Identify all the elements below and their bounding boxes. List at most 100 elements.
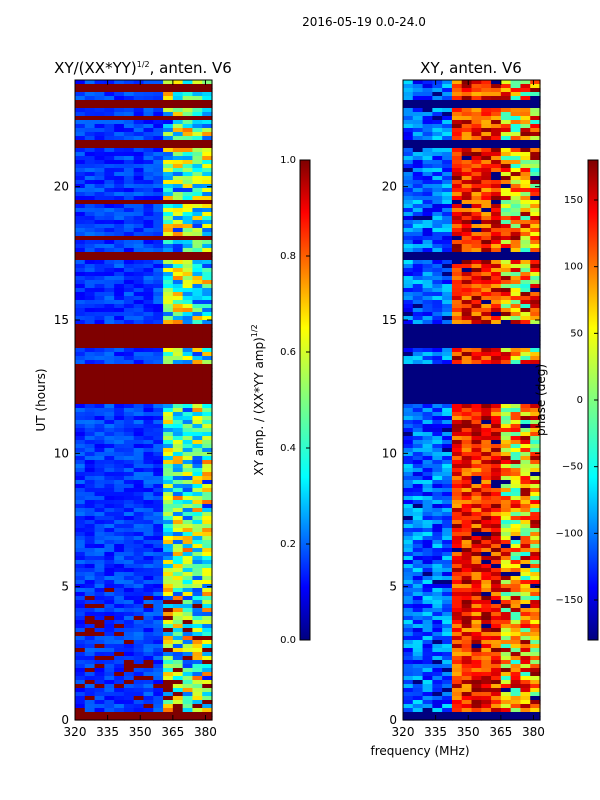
heatmap-cell bbox=[172, 560, 184, 565]
heatmap-cell bbox=[133, 128, 145, 133]
heatmap-cell bbox=[412, 340, 424, 345]
heatmap-cell bbox=[471, 664, 482, 669]
heatmap-cell bbox=[530, 468, 541, 473]
heatmap-cell bbox=[461, 520, 473, 525]
heatmap-cell bbox=[133, 464, 145, 469]
heatmap-cell bbox=[451, 656, 463, 661]
heatmap-cell bbox=[471, 560, 482, 565]
heatmap-cell bbox=[432, 404, 443, 409]
heatmap-cell bbox=[84, 420, 96, 425]
heatmap-cell bbox=[471, 268, 482, 273]
colorbar-tick-label: 0.6 bbox=[280, 347, 296, 358]
heatmap-cell bbox=[500, 388, 512, 393]
heatmap-cell bbox=[530, 436, 541, 441]
heatmap-cell bbox=[75, 236, 86, 241]
heatmap-cell bbox=[461, 248, 473, 253]
heatmap-cell bbox=[510, 112, 522, 117]
heatmap-cell bbox=[500, 260, 512, 265]
heatmap-cell bbox=[182, 624, 194, 629]
heatmap-cell bbox=[104, 360, 115, 365]
heatmap-cell bbox=[192, 84, 203, 89]
heatmap-cell bbox=[491, 92, 502, 97]
heatmap-cell bbox=[94, 648, 105, 653]
heatmap-cell bbox=[192, 712, 203, 717]
heatmap-cell bbox=[432, 140, 443, 145]
heatmap-cell bbox=[172, 108, 184, 113]
heatmap-cell bbox=[133, 244, 145, 249]
heatmap-cell bbox=[422, 360, 433, 365]
heatmap-cell bbox=[520, 336, 531, 341]
heatmap-cell bbox=[163, 296, 174, 301]
heatmap-cell bbox=[412, 304, 424, 309]
heatmap-cell bbox=[520, 352, 531, 357]
heatmap-cell bbox=[520, 640, 531, 645]
heatmap-cell bbox=[500, 392, 512, 397]
heatmap-cell bbox=[172, 660, 184, 665]
heatmap-cell bbox=[143, 512, 154, 517]
heatmap-cell bbox=[153, 268, 164, 273]
heatmap-cell bbox=[510, 364, 522, 369]
heatmap-cell bbox=[172, 628, 184, 633]
heatmap-cell bbox=[491, 504, 502, 509]
heatmap-cell bbox=[422, 464, 433, 469]
heatmap-cell bbox=[123, 468, 135, 473]
heatmap-cell bbox=[153, 656, 164, 661]
heatmap-cell bbox=[510, 680, 522, 685]
heatmap-cell bbox=[202, 272, 213, 277]
heatmap-cell bbox=[481, 524, 492, 529]
heatmap-cell bbox=[192, 432, 203, 437]
heatmap-cell bbox=[491, 488, 502, 493]
heatmap-cell bbox=[182, 80, 194, 85]
heatmap-cell bbox=[84, 472, 96, 477]
heatmap-cell bbox=[530, 492, 541, 497]
heatmap-cell bbox=[510, 540, 522, 545]
heatmap-cell bbox=[432, 584, 443, 589]
heatmap-cell bbox=[192, 328, 203, 333]
heatmap-cell bbox=[510, 448, 522, 453]
heatmap-cell bbox=[75, 308, 86, 313]
heatmap-cell bbox=[442, 404, 453, 409]
heatmap-cell bbox=[84, 428, 96, 433]
heatmap-cell bbox=[94, 324, 105, 329]
amplitude-colorbar-gradient bbox=[299, 159, 311, 641]
heatmap-cell bbox=[461, 580, 473, 585]
heatmap-cell bbox=[153, 180, 164, 185]
heatmap-cell bbox=[94, 348, 105, 353]
heatmap-cell bbox=[451, 228, 463, 233]
heatmap-cell bbox=[500, 512, 512, 517]
heatmap-cell bbox=[114, 156, 125, 161]
heatmap-cell bbox=[202, 168, 213, 173]
heatmap-cell bbox=[75, 704, 86, 709]
heatmap-cell bbox=[412, 112, 424, 117]
heatmap-cell bbox=[153, 408, 164, 413]
heatmap-cell bbox=[84, 416, 96, 421]
heatmap-cell bbox=[163, 100, 174, 105]
heatmap-cell bbox=[192, 624, 203, 629]
heatmap-cell bbox=[143, 284, 154, 289]
heatmap-cell bbox=[500, 88, 512, 93]
heatmap-cell bbox=[412, 144, 424, 149]
heatmap-cell bbox=[432, 688, 443, 693]
heatmap-cell bbox=[133, 388, 145, 393]
heatmap-cell bbox=[133, 256, 145, 261]
heatmap-cell bbox=[163, 328, 174, 333]
heatmap-cell bbox=[104, 564, 115, 569]
heatmap-cell bbox=[510, 152, 522, 157]
heatmap-cell bbox=[530, 232, 541, 237]
heatmap-cell bbox=[510, 200, 522, 205]
heatmap-cell bbox=[182, 144, 194, 149]
heatmap-cell bbox=[163, 352, 174, 357]
heatmap-cell bbox=[202, 420, 213, 425]
heatmap-cell bbox=[143, 416, 154, 421]
heatmap-cell bbox=[461, 148, 473, 153]
heatmap-cell bbox=[451, 248, 463, 253]
heatmap-cell bbox=[461, 380, 473, 385]
heatmap-cell bbox=[153, 244, 164, 249]
heatmap-cell bbox=[104, 228, 115, 233]
heatmap-cell bbox=[75, 344, 86, 349]
heatmap-cell bbox=[530, 392, 541, 397]
heatmap-cell bbox=[94, 696, 105, 701]
heatmap-cell bbox=[422, 468, 433, 473]
heatmap-cell bbox=[510, 708, 522, 713]
heatmap-cell bbox=[94, 216, 105, 221]
